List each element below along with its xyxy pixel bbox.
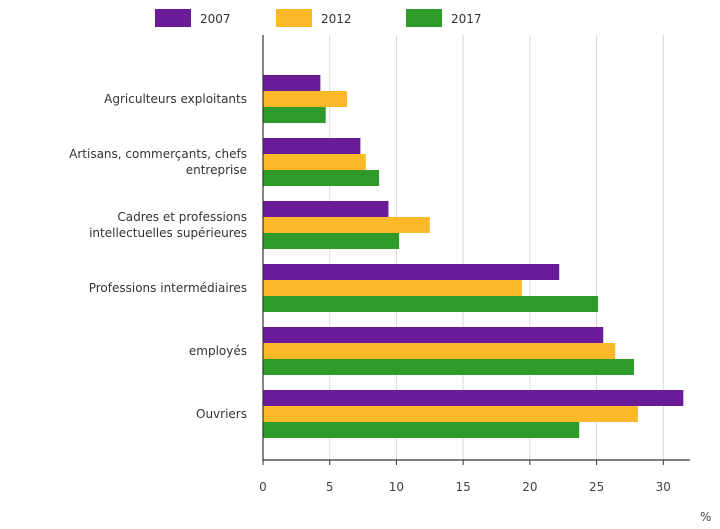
bar-2012-1 — [263, 91, 348, 107]
category-label-3: Cadres et professions intellectuelles sup… — [89, 210, 247, 240]
legend-swatch-2017 — [406, 9, 442, 27]
bar-2007-2 — [263, 138, 361, 154]
x-tick-label-25: 25 — [589, 480, 604, 494]
category-label-4: Professions intermédiaires — [89, 281, 247, 295]
bar-2007-6 — [263, 390, 684, 406]
bar-2017-2 — [263, 170, 380, 186]
x-tick-labels: 0 5 10 15 20 25 30 — [259, 480, 671, 494]
bar-2017-4 — [263, 296, 598, 312]
legend-swatch-2012 — [276, 9, 312, 27]
bar-2017-1 — [263, 107, 326, 123]
category-label-1: Agriculteurs exploitants — [104, 92, 247, 106]
category-label-5: employés — [189, 344, 247, 358]
x-unit-label: % — [700, 510, 711, 524]
category-label-6: Ouvriers — [196, 407, 247, 421]
legend-label-2017: 2017 — [451, 12, 482, 26]
legend-item-2017: 2017 — [406, 9, 482, 27]
bars — [263, 75, 684, 438]
legend-swatch-2007 — [155, 9, 191, 27]
legend-item-2012: 2012 — [276, 9, 352, 27]
bar-2012-6 — [263, 406, 638, 422]
bar-2017-5 — [263, 359, 634, 375]
x-tick-label-20: 20 — [522, 480, 537, 494]
bar-2017-3 — [263, 233, 400, 249]
axes — [262, 35, 690, 465]
x-tick-label-15: 15 — [456, 480, 471, 494]
legend-item-2007: 2007 — [155, 9, 231, 27]
gridlines — [329, 35, 664, 460]
x-tick-label-10: 10 — [389, 480, 404, 494]
legend: 2007 2012 2017 — [155, 9, 482, 27]
bar-2007-4 — [263, 264, 560, 280]
category-labels: Agriculteurs exploitants Artisans, commer… — [69, 92, 247, 421]
legend-label-2007: 2007 — [200, 12, 231, 26]
x-tick-label-30: 30 — [656, 480, 671, 494]
bar-2007-3 — [263, 201, 389, 217]
bar-2012-2 — [263, 154, 366, 170]
x-tick-label-0: 0 — [259, 480, 267, 494]
bar-2012-5 — [263, 343, 616, 359]
bar-2012-3 — [263, 217, 430, 233]
bar-2007-5 — [263, 327, 604, 343]
legend-label-2012: 2012 — [321, 12, 352, 26]
bar-2017-6 — [263, 422, 580, 438]
bar-2007-1 — [263, 75, 321, 91]
x-tick-label-5: 5 — [326, 480, 334, 494]
bar-2012-4 — [263, 280, 522, 296]
category-label-2: Artisans, commerçants, chefs entreprise — [69, 147, 247, 177]
